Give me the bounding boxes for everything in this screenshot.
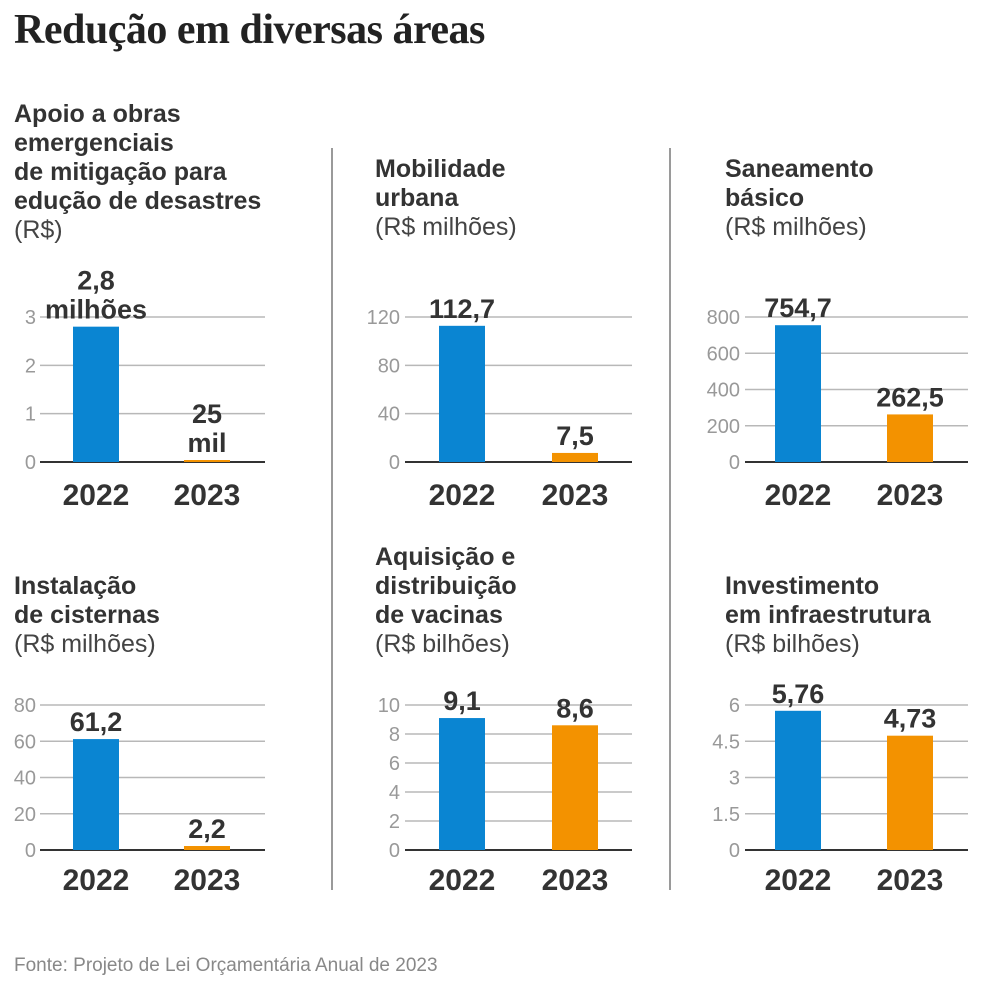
panel-title-line: Instalação (14, 572, 137, 600)
panel-title: Mobilidade urbana (R$ milhões) (375, 155, 517, 242)
y-tick-label: 0 (729, 840, 740, 862)
panel-unit: (R$) (14, 216, 63, 244)
panel-title-line: Investimento (725, 572, 880, 600)
y-tick-label: 40 (14, 768, 36, 790)
y-tick-label: 800 (707, 307, 740, 329)
panel-unit: (R$ milhões) (14, 630, 156, 658)
panel-title-line: de mitigação para (14, 158, 227, 186)
y-tick-label: 0 (25, 452, 36, 474)
x-category-label: 2022 (765, 479, 832, 512)
panel-title-line: Aquisição e (375, 543, 516, 571)
y-tick-label: 0 (389, 840, 400, 862)
y-tick-label: 0 (389, 452, 400, 474)
panel-title-line: básico (725, 184, 805, 212)
y-tick-label: 60 (14, 731, 36, 753)
x-category-label: 2022 (63, 479, 130, 512)
y-tick-label: 4.5 (712, 731, 740, 753)
y-tick-label: 400 (707, 380, 740, 402)
panel-title: Aquisição e distribuição de vacinas (R$ bil… (375, 543, 517, 659)
y-tick-label: 0 (25, 840, 36, 862)
value-label: 112,7 (429, 294, 495, 324)
bar-2023 (552, 725, 598, 850)
y-tick-label: 80 (14, 695, 36, 717)
bar-2023 (552, 452, 598, 462)
value-label: 9,1 (443, 686, 481, 716)
bar-2022 (439, 718, 485, 850)
source-note: Fonte: Projeto de Lei Orçamentária Anual… (14, 955, 438, 976)
y-tick-label: 4 (389, 782, 400, 804)
value-label: 5,76 (772, 679, 825, 709)
panel-title-line: em infraestrutura (725, 601, 931, 629)
y-tick-label: 6 (729, 695, 740, 717)
y-tick-label: 20 (14, 804, 36, 826)
x-category-label: 2023 (542, 864, 609, 897)
y-tick-label: 600 (707, 343, 740, 365)
x-category-label: 2022 (63, 864, 130, 897)
x-category-label: 2023 (877, 864, 944, 897)
value-label: 61,2 (70, 707, 123, 737)
bar-2023 (887, 414, 933, 462)
main-title: Redução em diversas áreas (14, 7, 485, 53)
bar-2023 (184, 460, 230, 462)
y-tick-label: 80 (378, 355, 400, 377)
y-tick-label: 1.5 (712, 804, 740, 826)
x-category-label: 2023 (877, 479, 944, 512)
y-tick-label: 3 (25, 307, 36, 329)
bar-2022 (73, 326, 119, 462)
value-label: milhões (45, 295, 147, 325)
value-label: 2,2 (188, 814, 226, 844)
bar-2023 (184, 846, 230, 850)
bar-2022 (775, 710, 821, 850)
y-tick-label: 6 (389, 753, 400, 775)
y-tick-label: 2 (389, 811, 400, 833)
y-tick-label: 8 (389, 724, 400, 746)
panel-title: Investimento em infraestrutura (R$ bilhões… (725, 572, 931, 659)
value-label: 754,7 (764, 293, 832, 323)
panel-title-line: emergenciais (14, 129, 174, 157)
value-label: 4,73 (884, 704, 937, 734)
x-category-label: 2022 (765, 864, 832, 897)
y-tick-label: 3 (729, 768, 740, 790)
panel-unit: (R$ milhões) (725, 213, 867, 241)
y-tick-label: 40 (378, 404, 400, 426)
bar-2022 (439, 325, 485, 462)
panel-title-line: urbana (375, 184, 459, 212)
panel-title-line: edução de desastres (14, 187, 262, 215)
y-tick-label: 1 (25, 404, 36, 426)
y-tick-label: 0 (729, 452, 740, 474)
y-tick-label: 2 (25, 355, 36, 377)
value-label: mil (187, 428, 226, 458)
value-label: 2,8 (77, 266, 115, 296)
panel-title-line: Mobilidade (375, 155, 506, 183)
value-label: 262,5 (876, 382, 944, 412)
column-divider (669, 148, 671, 890)
panel-title-line: distribuição (375, 572, 517, 600)
panel-title-line: de cisternas (14, 601, 160, 629)
panel-title: Apoio a obras emergenciais de mitigação pa… (14, 100, 261, 245)
column-divider (331, 148, 333, 890)
x-category-label: 2023 (542, 479, 609, 512)
bar-2022 (775, 325, 821, 462)
y-tick-label: 120 (367, 307, 400, 329)
value-label: 7,5 (556, 421, 594, 451)
panel-title-line: Apoio a obras (14, 100, 181, 128)
panel-title: Instalação de cisternas (R$ milhões) (14, 572, 160, 659)
panel-unit: (R$ bilhões) (725, 630, 860, 658)
panel-unit: (R$ milhões) (375, 213, 517, 241)
value-label: 25 (192, 399, 222, 429)
panel-title-line: de vacinas (375, 601, 503, 629)
x-category-label: 2023 (174, 479, 241, 512)
bar-2023 (887, 735, 933, 850)
x-category-label: 2022 (429, 864, 496, 897)
panel-title-line: Saneamento (725, 155, 874, 183)
panel-unit: (R$ bilhões) (375, 630, 510, 658)
panel-title: Saneamento básico (R$ milhões) (725, 155, 874, 242)
y-tick-label: 10 (378, 695, 400, 717)
x-category-label: 2023 (174, 864, 241, 897)
x-category-label: 2022 (429, 479, 496, 512)
y-tick-label: 200 (707, 416, 740, 438)
value-label: 8,6 (556, 693, 594, 723)
bar-2022 (73, 739, 119, 850)
